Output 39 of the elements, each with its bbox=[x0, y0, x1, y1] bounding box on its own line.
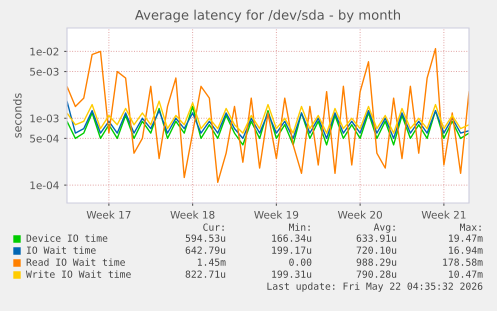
text: 19.47m bbox=[449, 234, 483, 242]
y-tick-label: 5e-03 bbox=[30, 68, 59, 76]
text: Last update: Fri May 22 04:35:32 2026 bbox=[267, 282, 482, 292]
legend-label: Write IO Wait time bbox=[26, 270, 131, 278]
text: 720.10u bbox=[356, 246, 396, 254]
y-tick-label: 1e-03 bbox=[30, 114, 59, 122]
text: Min: bbox=[288, 223, 310, 231]
legend-label: Read IO Wait time bbox=[26, 258, 125, 266]
text: 0.00 bbox=[289, 258, 312, 266]
text: 822.71u bbox=[186, 270, 226, 278]
line-series bbox=[67, 48, 469, 184]
text: 790.28u bbox=[356, 270, 396, 278]
text: 642.79u bbox=[186, 246, 226, 254]
text: Max: bbox=[460, 224, 481, 231]
text: 10.47m bbox=[449, 270, 483, 278]
text: Avg: bbox=[374, 224, 395, 233]
text: 178.58m bbox=[443, 258, 483, 266]
text: 16.94m bbox=[449, 246, 483, 254]
x-tick-label: Week 18 bbox=[170, 210, 214, 219]
x-tick-label: Week 17 bbox=[86, 210, 131, 219]
text: 166.34u bbox=[272, 234, 312, 242]
text: 1.45m bbox=[198, 258, 226, 266]
y-tick-label: 1e-02 bbox=[30, 48, 58, 56]
y-tick-label: 5e-04 bbox=[30, 134, 59, 142]
x-tick-label: Week 21 bbox=[422, 210, 466, 219]
text: 633.91u bbox=[356, 234, 396, 242]
y-tick-label: 1e-04 bbox=[30, 181, 59, 190]
y-axis-title: seconds bbox=[13, 93, 22, 138]
text: 594.53u bbox=[186, 234, 226, 242]
x-tick-label: Week 20 bbox=[338, 210, 382, 219]
text: 199.31u bbox=[272, 270, 312, 278]
text: 199.17u bbox=[272, 246, 312, 254]
line-series bbox=[67, 106, 469, 146]
text: 988.29u bbox=[356, 258, 396, 266]
legend-label: Device IO time bbox=[26, 234, 108, 242]
x-tick-label: Week 19 bbox=[254, 210, 298, 219]
text: Cur: bbox=[203, 223, 224, 231]
chart-title: Average latency for /dev/sda - by month bbox=[134, 10, 400, 22]
legend-label: IO Wait time bbox=[26, 246, 96, 254]
